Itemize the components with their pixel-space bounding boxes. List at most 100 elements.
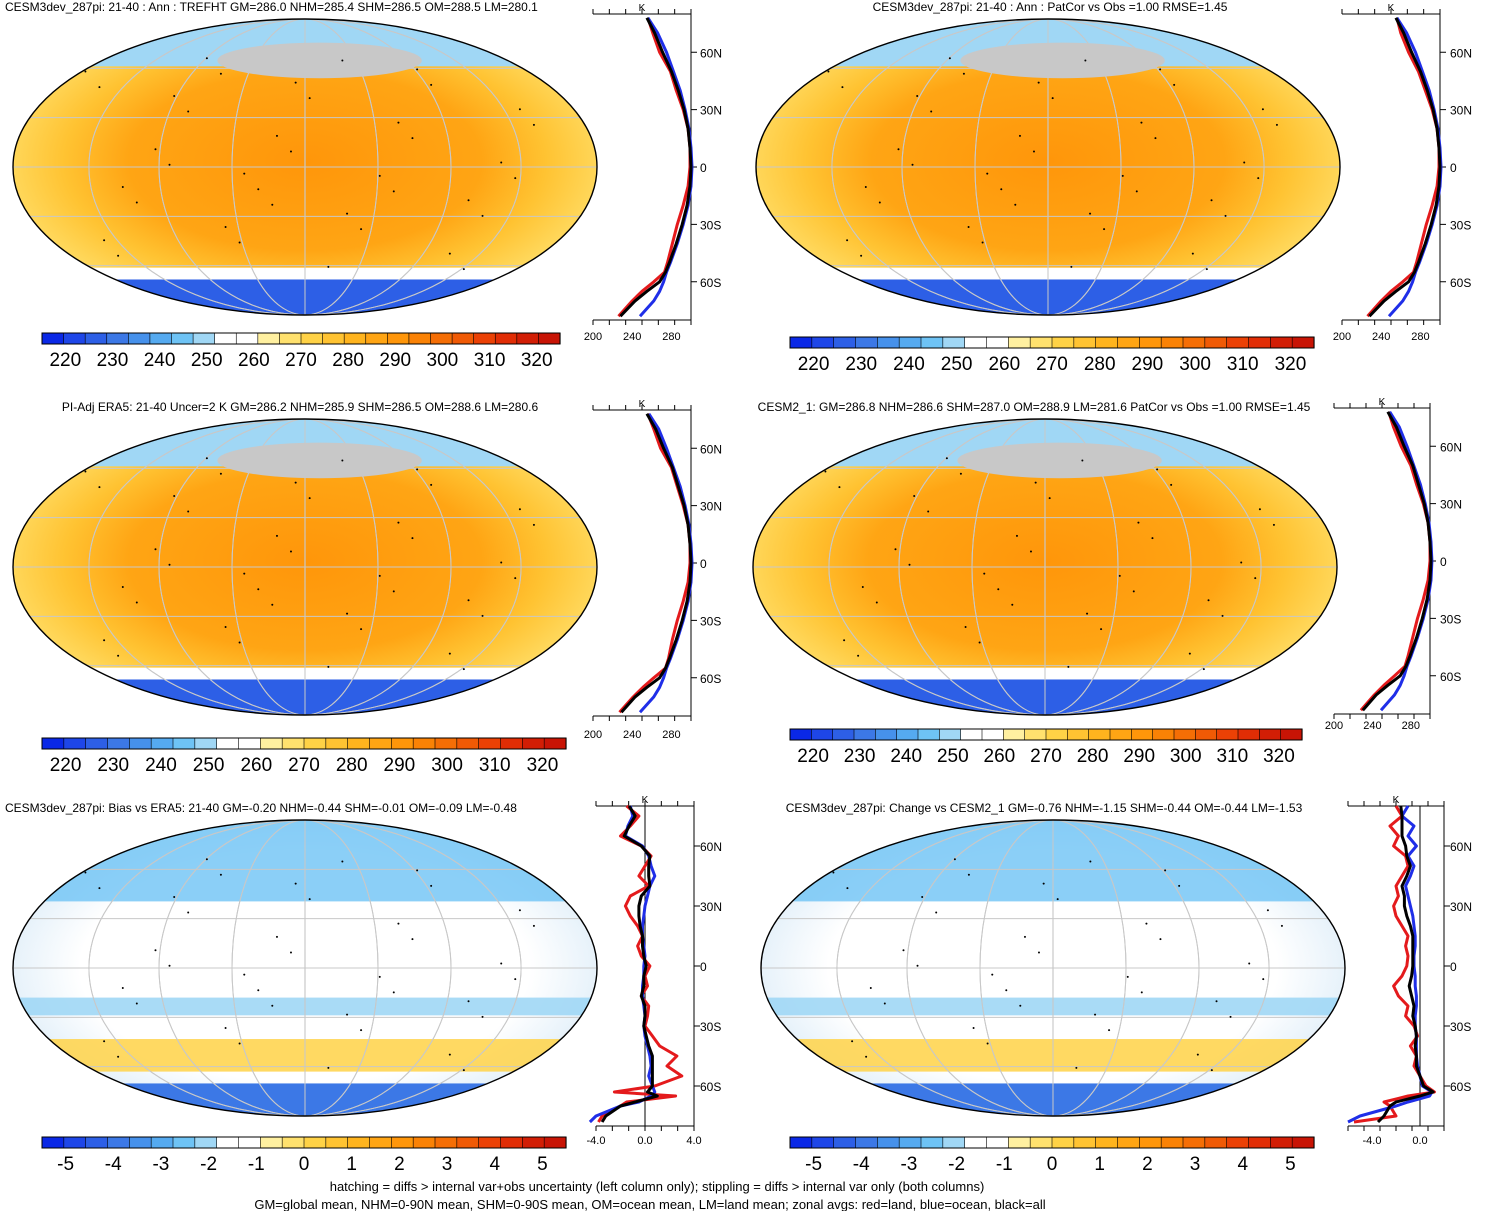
stipple-dot (1140, 991, 1143, 994)
zonal-series-land (617, 17, 692, 318)
graticule (756, 19, 1340, 315)
graticule-meridian (831, 19, 1265, 315)
stipple-dot (514, 177, 517, 180)
colorbar-frame (789, 1136, 1315, 1149)
colorbar-swatch (1195, 728, 1218, 741)
colorbar-swatch (149, 332, 173, 345)
colorbar-swatch (986, 336, 1009, 349)
colorbar-swatch (877, 1136, 900, 1149)
stipple-dot (514, 978, 517, 981)
stipple-dot (205, 858, 208, 861)
zonal-x-tick-label: 280 (662, 729, 680, 741)
zonal-average-plot: K 200 240 280 60N 30N 0 30S 60S (1325, 397, 1462, 732)
colorbar-tick-label: 290 (379, 350, 411, 371)
stipple-dot (327, 1066, 330, 1069)
stipple-dot (224, 225, 227, 228)
colorbar-swatch (478, 1136, 502, 1149)
panel-title: CESM3dev_287pi: 21-40 : Ann : TREFHT GM=… (5, 0, 538, 14)
zonal-lat-label: 30N (1450, 900, 1472, 914)
zonal-lat-label: 60N (700, 840, 722, 854)
stipple-dot (341, 59, 344, 62)
colorbar-swatch (942, 336, 966, 349)
colorbar-swatch (833, 1136, 857, 1149)
colorbar-tick-label: 280 (332, 350, 364, 371)
colorbar-tick-label: 310 (474, 350, 506, 371)
zonal-unit-label: K (1379, 397, 1386, 408)
colorbar-tick-label: -2 (200, 1154, 217, 1175)
colorbar-swatch (1216, 728, 1239, 741)
zonal-series-all (619, 17, 693, 318)
colorbar-swatch (238, 1136, 261, 1149)
colorbar-tick-label: 270 (285, 350, 317, 371)
colorbar-swatch (85, 737, 109, 750)
stipple-dot (294, 81, 297, 84)
colorbar-swatch (106, 332, 129, 345)
colorbar-swatch (920, 1136, 944, 1149)
stipple-dot (1261, 108, 1264, 111)
colorbar-tick-label: 0 (299, 1154, 310, 1175)
colorbar-swatch (1248, 1136, 1271, 1149)
stipple-dot (346, 1013, 349, 1016)
colorbar-swatch (214, 332, 237, 345)
zonal-x-tick-label: 200 (1325, 720, 1343, 732)
zonal-series-land (1359, 411, 1432, 712)
zonal-x-tick-label: 240 (1372, 331, 1390, 343)
zonal-x-tick-label: 200 (584, 729, 602, 741)
colorbar-swatch (129, 737, 152, 750)
stipple-dot (154, 949, 157, 952)
stipple-dot (1221, 614, 1224, 617)
stipple-dot (1051, 97, 1054, 100)
stipple-dot (902, 949, 905, 952)
colorbar-tick-label: 2 (394, 1154, 405, 1175)
stipple-dot (1266, 909, 1269, 912)
colorbar-tick-label: 240 (893, 354, 925, 375)
colorbar-swatch (412, 737, 436, 750)
panel-p1: CESM3dev_287pi: 21-40 : Ann : TREFHT GM=… (5, 0, 722, 371)
colorbar-swatch (63, 332, 86, 345)
stipple-dot (857, 654, 860, 657)
map (760, 819, 1346, 1117)
colorbar-swatch (1204, 336, 1228, 349)
graticule (13, 19, 597, 315)
stipple-dot (1019, 1004, 1022, 1007)
colorbar-swatch (63, 1136, 87, 1149)
colorbar-swatch (1259, 728, 1282, 741)
colorbar-swatch (473, 332, 496, 345)
graticule-meridian (828, 419, 1262, 715)
stipple-dot (860, 254, 863, 257)
stipple-dot (257, 188, 260, 191)
colorbar-swatch (543, 1136, 567, 1149)
colorbar-swatch (1226, 1136, 1250, 1149)
stipple-dot (275, 935, 278, 938)
stipple-dot (832, 871, 835, 874)
stipple-dot (1154, 137, 1157, 140)
colorbar-swatch (1270, 336, 1293, 349)
colorbar-swatch (434, 1136, 458, 1149)
colorbar-swatch (456, 737, 480, 750)
stipple-dot (911, 163, 914, 166)
stipple-dot (846, 887, 849, 890)
stipple-dot (84, 470, 87, 473)
zonal-lat-label: 30N (700, 500, 722, 514)
colorbar-tick-label: -5 (57, 1154, 74, 1175)
zonal-series-all (1368, 17, 1442, 318)
colorbar-swatch (1226, 336, 1250, 349)
stipple-dot (1196, 1053, 1199, 1056)
zonal-x-tick-label: 0.0 (637, 1135, 652, 1147)
colorbar-tick-label: 270 (1030, 746, 1062, 767)
stipple-dot (308, 898, 311, 901)
panel-title: CESM3dev_287pi: Bias vs ERA5: 21-40 GM=-… (5, 801, 517, 815)
panel-p3: PI-Adj ERA5: 21-40 Uncer=2 K GM=286.2 NH… (12, 399, 722, 776)
stipple-dot (894, 548, 897, 551)
stipple-dot (187, 510, 190, 513)
stipple-dot (953, 858, 956, 861)
colorbar-tick-label: 260 (984, 746, 1016, 767)
colorbar-swatch (917, 728, 940, 741)
stipple-dot (962, 72, 965, 75)
colorbar: 220 230 240 250 260 270 280 290 300 310 320 (789, 336, 1315, 375)
stipple-dot (392, 590, 395, 593)
stipple-dot (916, 964, 919, 967)
stipple-dot (841, 86, 844, 89)
colorbar-tick-label: 310 (479, 755, 511, 776)
stipple-dot (275, 534, 278, 537)
